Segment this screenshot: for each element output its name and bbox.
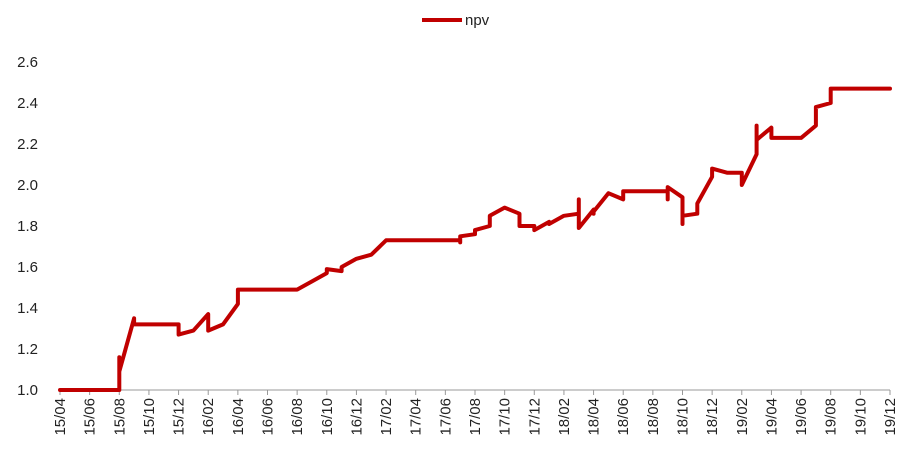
x-tick-label: 18/08 [645, 398, 662, 436]
y-tick-label: 2.0 [17, 177, 38, 194]
x-tick-label: 15/08 [111, 398, 128, 436]
x-tick-label: 18/12 [704, 398, 721, 436]
legend-label-npv: npv [465, 12, 490, 29]
x-tick-label: 16/12 [348, 398, 365, 436]
x-tick-label: 17/08 [467, 398, 484, 436]
x-tick-label: 17/10 [497, 398, 514, 436]
x-tick-label: 19/08 [823, 398, 840, 436]
x-tick-label: 17/12 [526, 398, 543, 436]
x-axis: 15/04 15/06 15/08 15/10 15/12 16/02 16/04 16/06… [52, 389, 899, 436]
x-tick-label: 16/08 [289, 398, 306, 436]
x-tick-label: 18/06 [615, 398, 632, 436]
x-tick-label: 18/04 [586, 398, 603, 436]
x-tick-label: 15/04 [52, 398, 69, 436]
x-tick-label: 19/06 [793, 398, 810, 436]
x-tick-label: 16/02 [200, 398, 217, 436]
y-tick-label: 1.8 [17, 218, 38, 235]
y-tick-label: 1.6 [17, 259, 38, 276]
y-tick-label: 2.6 [17, 54, 38, 71]
x-tick-label: 19/04 [763, 398, 780, 436]
x-tick-label: 16/06 [260, 398, 277, 436]
x-tick-label: 17/02 [378, 398, 395, 436]
x-tick-label: 18/02 [556, 398, 573, 436]
x-tick-label: 19/10 [852, 398, 869, 436]
y-tick-label: 1.2 [17, 341, 38, 358]
x-tick-label: 17/06 [437, 398, 454, 436]
legend: npv [422, 12, 490, 29]
x-tick-label: 15/06 [82, 398, 99, 436]
y-tick-label: 1.0 [17, 382, 38, 399]
series-line-npv [58, 86, 892, 392]
x-tick-label: 18/10 [675, 398, 692, 436]
y-tick-label: 1.4 [17, 300, 38, 317]
x-tick-label: 15/10 [141, 398, 158, 436]
x-tick-label: 19/12 [882, 398, 899, 436]
y-axis: 1.0 1.2 1.4 1.6 1.8 2.0 2.2 2.4 2.6 [17, 54, 38, 399]
x-tick-label: 19/02 [734, 398, 751, 436]
y-tick-label: 2.2 [17, 136, 38, 153]
plot-area [58, 86, 892, 392]
x-tick-label: 16/10 [319, 398, 336, 436]
x-tick-label: 17/04 [408, 398, 425, 436]
x-tick-label: 15/12 [171, 398, 188, 436]
y-tick-label: 2.4 [17, 95, 38, 112]
x-tick-label: 16/04 [230, 398, 247, 436]
